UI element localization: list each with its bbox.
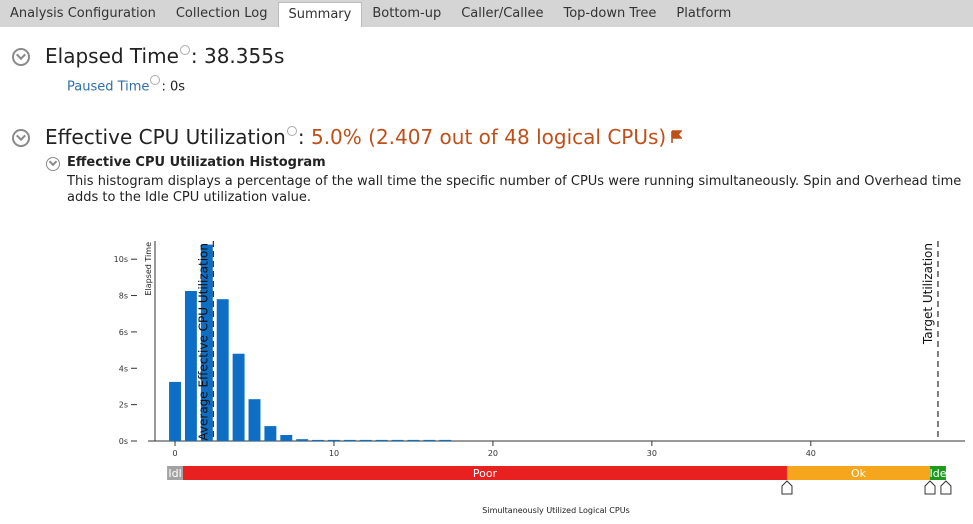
cpu-label: Effective CPU Utilization <box>45 125 286 149</box>
x-tick-label: 10 <box>329 449 339 458</box>
bar <box>248 399 261 441</box>
y-tick-label: 6s <box>119 328 128 337</box>
annotation-label: Target Utilization <box>921 243 935 345</box>
y-tick-label: 10s <box>114 255 128 264</box>
elapsed-label: Elapsed Time <box>45 44 179 68</box>
bar <box>423 439 436 441</box>
bar <box>296 439 309 441</box>
help-icon[interactable] <box>150 75 161 85</box>
bar <box>280 435 293 441</box>
tab[interactable]: Platform <box>676 6 732 21</box>
threshold-marker <box>781 480 793 495</box>
bar <box>407 439 420 441</box>
x-tick-label: 40 <box>806 449 816 458</box>
y-tick-label: 4s <box>119 364 128 373</box>
utilization-band <box>786 466 931 480</box>
utilization-band <box>182 466 787 480</box>
band-label: Idl <box>168 467 181 480</box>
bar <box>439 439 452 441</box>
cpu-colon: : <box>297 125 305 149</box>
help-icon[interactable] <box>179 45 190 56</box>
band-label: Ok <box>851 467 867 480</box>
collapse-icon[interactable] <box>12 129 30 147</box>
elapsed-heading: Elapsed Time : 38.355s <box>45 44 284 68</box>
utilization-band <box>167 466 183 480</box>
collapse-icon[interactable] <box>12 48 30 66</box>
bar <box>312 439 325 441</box>
bar <box>391 439 404 441</box>
bar <box>375 439 388 441</box>
tab-bar: Analysis Configuration Collection Log Summ… <box>0 0 973 27</box>
tab[interactable]: Collection Log <box>175 6 268 21</box>
tab[interactable]: Analysis Configuration <box>10 6 156 21</box>
band-label: Ide <box>929 467 946 480</box>
paused-value: : 0s <box>161 79 185 95</box>
paused-label: Paused Time <box>67 79 150 95</box>
band-label: Poor <box>473 467 498 480</box>
tab[interactable]: Caller/Callee <box>461 6 544 21</box>
x-axis-label: Simultaneously Utilized Logical CPUs <box>482 506 629 515</box>
threshold-marker <box>924 480 936 495</box>
annotation-label: Average Effective CPU Utilization <box>196 243 210 441</box>
utilization-band <box>930 466 946 480</box>
histogram-title: Effective CPU Utilization Histogram <box>67 155 326 170</box>
y-tick-label: 2s <box>119 401 128 410</box>
tab[interactable]: Top-down Tree <box>563 6 657 21</box>
y-tick-label: 0s <box>119 437 128 446</box>
y-axis-label: Elapsed Time <box>144 242 153 296</box>
flag-icon <box>671 130 683 143</box>
bar <box>216 299 229 441</box>
histogram-description: This histogram displays a percentage of … <box>67 174 962 205</box>
tab[interactable]: Bottom-up <box>372 6 442 21</box>
bar <box>184 291 197 441</box>
help-icon[interactable] <box>286 126 297 137</box>
x-tick-label: 20 <box>488 449 498 458</box>
cpu-value: 5.0% (2.407 out of 48 logical CPUs) <box>310 125 667 149</box>
bar <box>169 381 181 441</box>
cpu-heading: Effective CPU Utilization: 5.0% (2.407 o… <box>45 125 683 149</box>
bar <box>343 439 356 441</box>
collapse-icon[interactable] <box>46 157 60 171</box>
threshold-marker <box>940 480 952 495</box>
bar <box>200 244 213 441</box>
y-tick-label: 8s <box>119 292 128 301</box>
x-tick-label: 30 <box>647 449 657 458</box>
bar <box>328 439 340 441</box>
paused-row: Paused Time : 0s <box>67 75 185 94</box>
bar <box>359 439 372 441</box>
elapsed-value: : 38.355s <box>190 44 285 68</box>
bar <box>264 426 277 441</box>
bar <box>232 353 245 441</box>
tab[interactable]: Summary <box>277 2 363 27</box>
x-tick-label: 0 <box>172 449 177 458</box>
